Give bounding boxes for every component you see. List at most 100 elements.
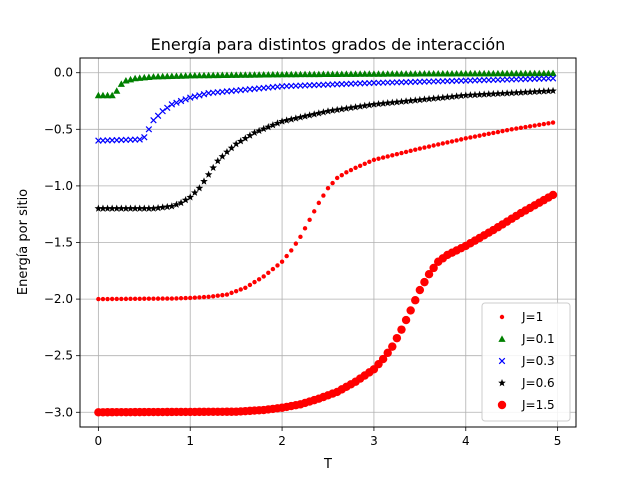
data-point	[159, 72, 167, 80]
data-point	[275, 263, 280, 268]
data-point	[440, 141, 446, 146]
data-point	[94, 204, 103, 212]
data-point	[149, 204, 158, 212]
data-point	[388, 98, 397, 106]
data-point	[413, 147, 418, 152]
data-point	[241, 134, 250, 142]
data-point	[517, 88, 525, 96]
data-point	[145, 204, 153, 212]
legend-box	[481, 302, 571, 422]
data-point	[223, 71, 231, 78]
data-point	[188, 295, 193, 301]
data-point	[218, 152, 227, 160]
data-point	[177, 72, 185, 79]
data-point	[301, 112, 309, 120]
data-point	[246, 71, 254, 78]
data-point	[385, 154, 390, 159]
data-point	[324, 70, 332, 78]
data-point	[181, 196, 190, 204]
axis-ticks: 0 1 2 3 4 5 0.0 −0.5 −1.0 −1.5 −2.0 −2.5 −3.0	[44, 66, 562, 448]
legend-item: J=1	[499, 310, 543, 324]
data-point	[103, 91, 112, 99]
series-J=1	[96, 120, 556, 302]
data-point	[535, 69, 543, 77]
data-point	[334, 175, 340, 181]
data-point	[196, 92, 203, 99]
data-point	[259, 124, 268, 133]
legend-marker	[498, 379, 506, 387]
data-point	[509, 127, 514, 132]
legend-label: J=0.6	[521, 376, 555, 390]
data-point	[380, 155, 386, 160]
data-point	[388, 342, 397, 351]
data-point	[408, 148, 413, 154]
data-point	[227, 143, 236, 152]
legend-label: J=1.5	[521, 398, 555, 412]
data-point	[172, 200, 181, 208]
data-point	[452, 69, 461, 77]
data-point	[420, 95, 429, 103]
data-point	[255, 126, 263, 135]
data-point	[486, 131, 491, 137]
data-point	[284, 253, 289, 259]
data-point	[462, 69, 470, 77]
data-point	[472, 134, 478, 139]
data-point	[177, 198, 185, 207]
data-point	[328, 106, 337, 114]
data-point	[236, 137, 245, 145]
data-point	[330, 180, 335, 186]
data-point	[117, 80, 125, 87]
data-point	[402, 97, 410, 105]
data-point	[512, 69, 520, 77]
data-point	[526, 69, 534, 77]
y-tick-label: −3.0	[44, 405, 73, 419]
data-point	[227, 71, 236, 78]
data-point	[443, 93, 452, 101]
data-point	[498, 69, 507, 77]
data-point	[489, 69, 497, 77]
data-point	[342, 104, 351, 112]
data-point	[394, 152, 400, 157]
data-point	[256, 277, 262, 282]
data-point	[321, 193, 326, 198]
data-point	[365, 101, 374, 109]
data-point	[521, 88, 530, 96]
data-point	[517, 69, 525, 77]
data-point	[434, 94, 443, 102]
data-point	[383, 348, 392, 358]
y-tick-label: −2.0	[44, 292, 73, 306]
data-point	[149, 73, 158, 80]
data-point	[266, 270, 271, 275]
data-point	[204, 71, 213, 79]
data-point	[471, 69, 479, 77]
data-point	[172, 72, 181, 79]
data-point	[243, 285, 248, 290]
data-point	[169, 296, 175, 301]
data-point	[397, 70, 406, 77]
data-point	[411, 70, 419, 77]
data-point	[530, 87, 539, 96]
data-point	[278, 117, 286, 125]
data-point	[195, 184, 204, 192]
data-point	[278, 70, 286, 78]
data-point	[269, 70, 277, 78]
data-point	[223, 147, 231, 156]
data-point	[480, 90, 488, 98]
x-tick-label: 4	[462, 434, 470, 448]
data-point	[347, 70, 355, 77]
data-point	[434, 70, 442, 77]
data-point	[293, 241, 299, 246]
data-point	[247, 282, 253, 288]
data-point	[388, 70, 396, 77]
data-point	[238, 287, 243, 292]
data-point	[260, 71, 268, 78]
data-point	[356, 102, 364, 110]
data-point	[99, 91, 107, 99]
x-tick-label: 0	[95, 434, 103, 448]
data-point	[154, 72, 162, 80]
data-point	[298, 234, 303, 240]
data-point	[367, 159, 372, 165]
data-point	[204, 170, 213, 178]
data-point	[504, 128, 510, 133]
